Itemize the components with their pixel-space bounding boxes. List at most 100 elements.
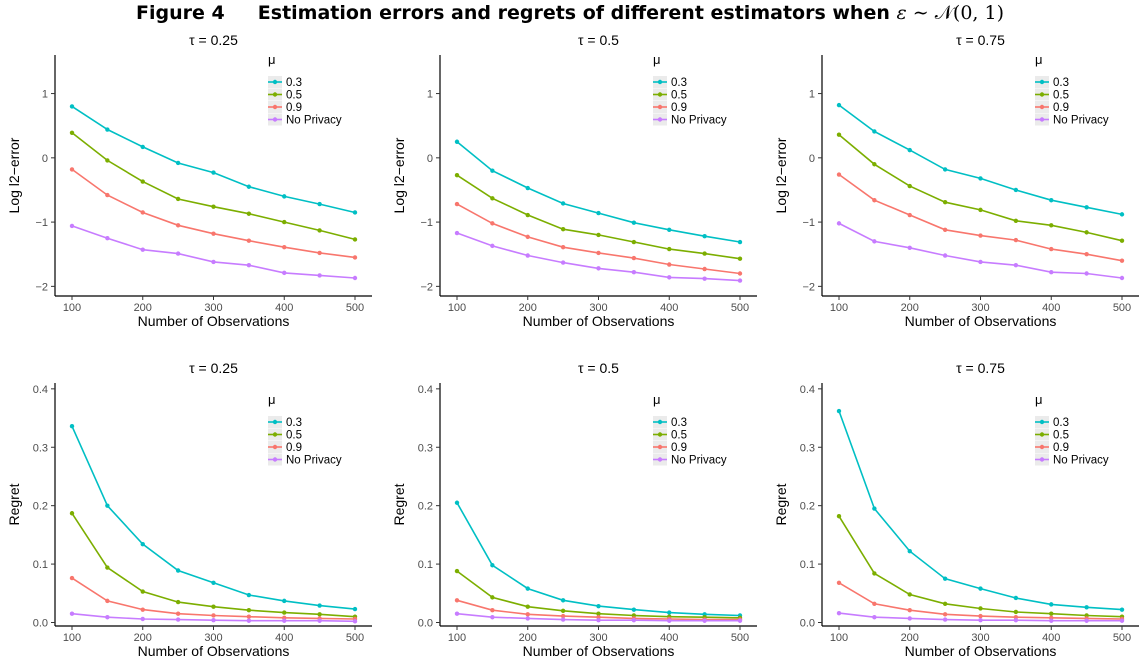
series-line-2 [71, 512, 356, 618]
data-point [282, 610, 287, 615]
x-tick-label: 500 [346, 302, 364, 314]
data-point [836, 580, 842, 585]
data-point [596, 250, 601, 256]
x-tick-label: 500 [731, 302, 749, 314]
data-point [352, 237, 358, 242]
data-point [525, 616, 530, 621]
data-point [525, 612, 530, 617]
series-line-1 [838, 410, 1123, 611]
legend-entry-label: No Privacy [1053, 115, 1109, 127]
y-tick-label: 0.3 [418, 442, 433, 454]
math-dist: 𝒩(0, 1) [934, 2, 1005, 24]
y-tick-label: 0 [427, 153, 433, 165]
data-point [1084, 205, 1089, 210]
data-point [282, 244, 287, 250]
data-point [667, 227, 672, 233]
data-point [211, 604, 216, 609]
data-point [490, 595, 495, 600]
data-point [942, 167, 948, 172]
data-point [105, 127, 110, 132]
data-point [631, 617, 637, 623]
y-tick-label: 0.4 [33, 384, 48, 396]
data-point [1084, 252, 1089, 257]
legend-entry-label: 0.5 [671, 90, 687, 102]
x-axis-label: Number of Observations [138, 313, 290, 329]
y-tick-label: −1 [802, 217, 815, 229]
data-point [907, 147, 912, 153]
data-point [175, 611, 181, 616]
data-point [69, 575, 75, 581]
legend-title: μ [653, 52, 661, 67]
data-point [211, 170, 216, 175]
data-point [702, 618, 707, 623]
data-point [282, 194, 287, 199]
data-point [737, 278, 743, 283]
data-point [667, 610, 672, 615]
data-point [490, 221, 495, 226]
y-axis-label: Regret [773, 483, 789, 525]
y-tick-label: −2 [35, 281, 48, 293]
legend-entry-label: 0.5 [671, 430, 687, 442]
data-point [1049, 270, 1054, 275]
data-point [737, 256, 743, 261]
legend-entry-label: 0.5 [1053, 430, 1069, 442]
data-point [872, 239, 877, 244]
data-point [454, 139, 460, 144]
data-point [978, 586, 983, 591]
data-point [596, 210, 601, 216]
legend-key-point [657, 104, 663, 110]
legend-key-point [657, 79, 663, 85]
data-point [1013, 218, 1019, 224]
data-point [836, 172, 842, 177]
y-tick-label: 1 [42, 89, 48, 101]
data-point [69, 611, 75, 616]
data-point [317, 603, 322, 608]
x-tick-label: 200 [901, 632, 919, 644]
data-point [105, 615, 110, 620]
x-tick-label: 300 [204, 632, 222, 644]
data-point [1049, 618, 1054, 623]
data-point [1049, 611, 1054, 616]
series-line-2 [456, 174, 741, 260]
data-point [490, 615, 495, 620]
data-point [872, 129, 877, 134]
data-point [211, 231, 216, 236]
data-point [69, 424, 75, 429]
data-point [246, 618, 252, 623]
y-tick-label: 0.0 [33, 617, 48, 629]
data-point [246, 608, 252, 613]
data-point [1013, 595, 1019, 601]
legend-entry-label: No Privacy [671, 115, 727, 127]
data-point [317, 618, 322, 623]
legend-entry-label: No Privacy [286, 115, 342, 127]
data-point [317, 201, 322, 207]
legend-entry-label: 0.9 [286, 442, 302, 454]
y-tick-label: 0.4 [800, 384, 815, 396]
figure-title-text: Estimation errors and regrets of differe… [257, 2, 890, 24]
data-point [1013, 187, 1019, 193]
data-point [1119, 258, 1125, 263]
data-point [1119, 238, 1125, 243]
data-point [702, 276, 707, 281]
data-point [942, 199, 948, 205]
legend-title: μ [268, 52, 276, 67]
chart-panel-3: τ = 0.75 100 200 300 400 500 −2 −1 0 1 Number of O… [773, 32, 1139, 329]
series-line-2 [71, 132, 356, 241]
y-tick-label: 0 [42, 153, 48, 165]
legend-entry-label: 0.3 [1053, 77, 1069, 89]
data-point [872, 162, 877, 167]
x-tick-label: 500 [731, 632, 749, 644]
data-point [942, 612, 948, 617]
data-point [836, 221, 842, 226]
data-point [907, 212, 912, 218]
data-point [978, 207, 983, 213]
legend-entry-label: No Privacy [286, 455, 342, 467]
data-point [978, 606, 983, 611]
data-point [490, 168, 495, 173]
chart-panel-5: τ = 0.5 100 200 300 400 500 0.0 0.1 0.2 0.3 0.4 Num… [391, 360, 757, 659]
x-axis-label: Number of Observations [523, 313, 675, 329]
y-tick-label: 0 [809, 153, 815, 165]
data-point [942, 253, 948, 258]
figure-label: Figure 4 [135, 2, 225, 24]
legend-entry-label: 0.3 [286, 77, 302, 89]
